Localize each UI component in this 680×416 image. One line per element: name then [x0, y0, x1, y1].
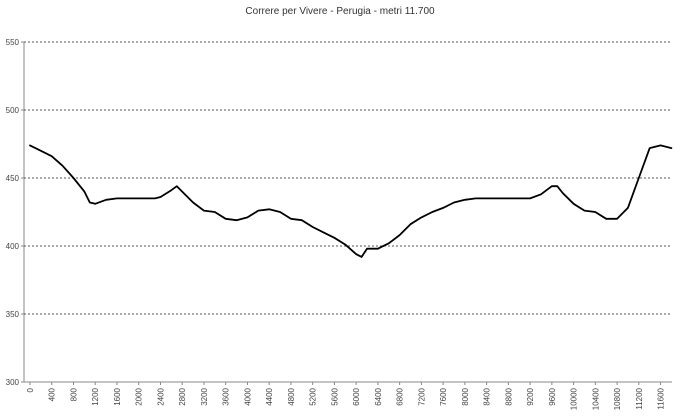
x-tick-label: 400 [48, 387, 57, 401]
x-tick-label: 6000 [352, 387, 361, 405]
x-tick-label: 11200 [635, 387, 644, 409]
x-tick-label: 10000 [570, 387, 579, 410]
y-tick-label: 300 [6, 378, 20, 387]
x-tick-label: 800 [69, 387, 78, 401]
elevation-line [29, 144, 673, 258]
x-tick-label: 1600 [113, 387, 122, 405]
x-tick-label: 2400 [156, 387, 165, 405]
x-tick-label: 4000 [243, 387, 252, 405]
x-tick-label: 6400 [374, 387, 383, 405]
x-tick-label: 10800 [613, 387, 622, 410]
x-tick-label: 0 [26, 387, 35, 392]
y-tick-label: 400 [6, 242, 20, 251]
x-tick-label: 8400 [483, 387, 492, 405]
x-tick-label: 3600 [222, 387, 231, 405]
x-tick-label: 2800 [178, 387, 187, 405]
x-tick-label: 10400 [591, 387, 600, 410]
x-tick-label: 1200 [91, 387, 100, 405]
y-tick-label: 450 [6, 174, 20, 183]
x-tick-label: 4400 [265, 387, 274, 405]
x-tick-label: 2000 [135, 387, 144, 405]
x-tick-label: 7200 [417, 387, 426, 405]
chart-title: Correre per Vivere - Perugia - metri 11.… [245, 6, 435, 17]
x-tick-label: 7600 [439, 387, 448, 405]
x-tick-label: 9600 [548, 387, 557, 405]
y-tick-label: 550 [6, 38, 20, 47]
x-tick-label: 3200 [200, 387, 209, 405]
x-tick-label: 5600 [330, 387, 339, 405]
x-tick-label: 6800 [396, 387, 405, 405]
x-tick-label: 8800 [504, 387, 513, 405]
y-tick-label: 500 [6, 106, 20, 115]
x-tick-label: 5200 [309, 387, 318, 405]
y-tick-label: 350 [6, 310, 20, 319]
x-tick-label: 11600 [657, 387, 666, 409]
x-tick-label: 4800 [287, 387, 296, 405]
x-tick-label: 9200 [526, 387, 535, 405]
x-tick-label: 8000 [461, 387, 470, 405]
